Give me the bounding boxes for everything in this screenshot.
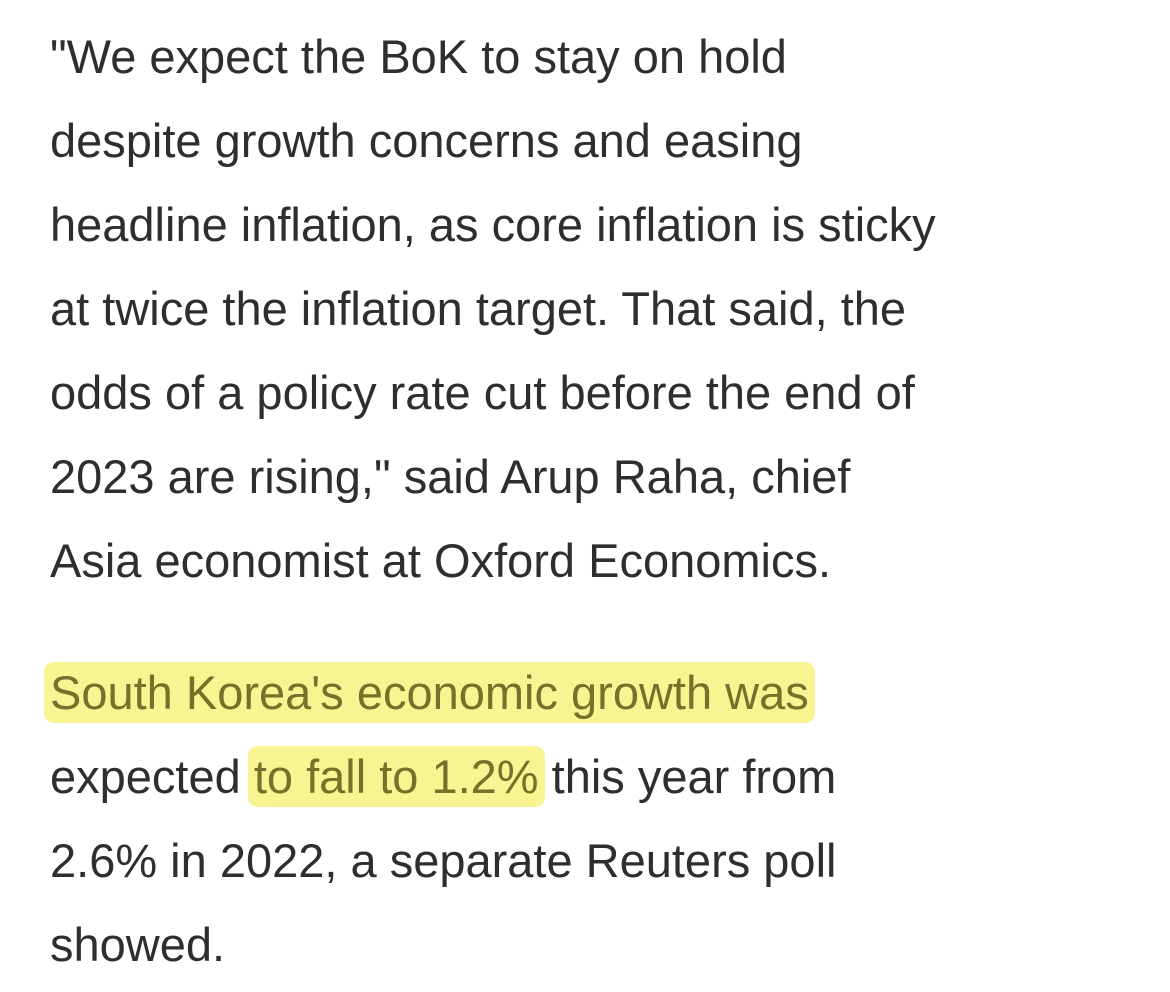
text: despite growth concerns and easing [50, 114, 803, 167]
text: showed. [50, 918, 226, 971]
text: 2023 are rising," said Arup Raha, chief [50, 450, 851, 503]
text-line: Asia economist at Oxford Economics. [50, 519, 1170, 603]
text: Asia economist at Oxford Economics. [50, 534, 832, 587]
highlighted-text: South Korea's economic growth was [50, 662, 809, 723]
text-line: headline inflation, as core inflation is… [50, 183, 1170, 267]
text-line: "We expect the BoK to stay on hold [50, 15, 1170, 99]
text: expected [50, 750, 254, 803]
paragraph: "We expect the BoK to stay on hold despit… [50, 15, 1170, 603]
text-line: 2023 are rising," said Arup Raha, chief [50, 435, 1170, 519]
text-line: odds of a policy rate cut before the end… [50, 351, 1170, 435]
paragraph: South Korea's economic growth was expecte… [50, 651, 1170, 987]
text: 2.6% in 2022, a separate Reuters poll [50, 834, 837, 887]
text-line: despite growth concerns and easing [50, 99, 1170, 183]
text: this year from [538, 750, 837, 803]
text-line: at twice the inflation target. That said… [50, 267, 1170, 351]
text-line: 2.6% in 2022, a separate Reuters poll [50, 819, 1170, 903]
highlighted-text: to fall to 1.2% [253, 746, 539, 807]
text-line: expected to fall to 1.2% this year from [50, 735, 1170, 819]
text-line: South Korea's economic growth was [50, 651, 1170, 735]
text-line: showed. [50, 903, 1170, 987]
text: headline inflation, as core inflation is… [50, 198, 936, 251]
text: at twice the inflation target. That said… [50, 282, 907, 335]
text: "We expect the BoK to stay on hold [50, 30, 787, 83]
text: odds of a policy rate cut before the end… [50, 366, 915, 419]
